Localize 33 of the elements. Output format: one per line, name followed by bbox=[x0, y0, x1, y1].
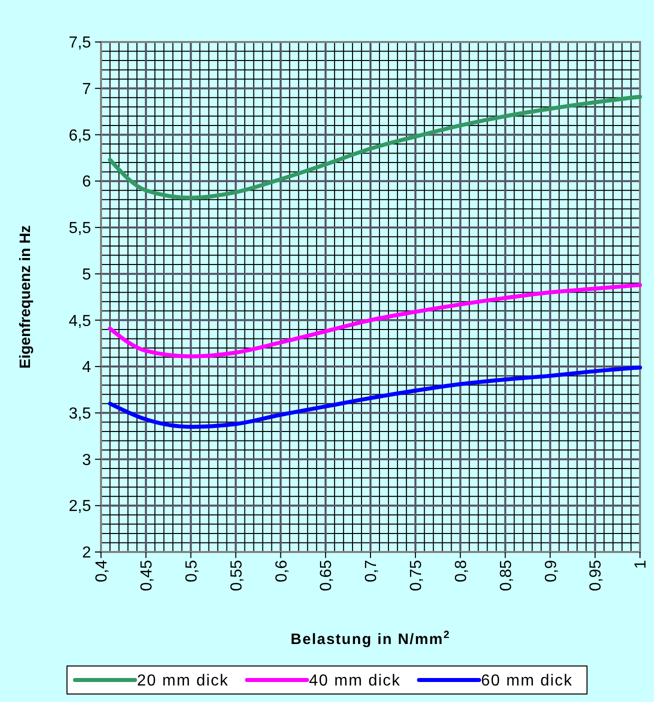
y-tick-label: 7 bbox=[82, 80, 92, 98]
x-tick-label: 0,85 bbox=[498, 560, 515, 592]
x-tick-label: 0,45 bbox=[138, 560, 156, 592]
y-tick-label: 6 bbox=[82, 174, 92, 191]
y-tick-label: 7,5 bbox=[68, 34, 92, 52]
x-tick-label: 1 bbox=[632, 560, 650, 569]
x-tick-label: 0,5 bbox=[183, 560, 200, 582]
y-tick-label: 5 bbox=[82, 266, 92, 284]
x-axis-title: Belastung in N/mm$^{2}$ bbox=[290, 629, 450, 648]
legend-label: 60 mm dick bbox=[481, 672, 573, 690]
y-tick-label: 4,5 bbox=[68, 312, 92, 330]
y-axis-title: Eigenfrequenz in Hz bbox=[17, 225, 34, 369]
x-tick-label: 0,95 bbox=[588, 560, 605, 592]
x-tick-label: 0,65 bbox=[318, 560, 336, 592]
x-tick-label: 0,9 bbox=[542, 560, 560, 582]
line-series bbox=[108, 94, 642, 200]
y-tick-label: 2 bbox=[82, 544, 92, 562]
y-tick-label: 3 bbox=[82, 452, 92, 469]
x-tick-label: 0,75 bbox=[408, 560, 426, 592]
x-tick-label: 0,55 bbox=[228, 560, 246, 592]
x-tick-label: 0,6 bbox=[273, 560, 290, 582]
line-series bbox=[108, 282, 642, 358]
y-tick-label: 4 bbox=[82, 359, 92, 376]
y-tick-label: 2,5 bbox=[68, 498, 92, 516]
legend-label: 40 mm dick bbox=[309, 672, 401, 690]
x-tick-label: 0,8 bbox=[452, 560, 470, 582]
x-tick-label: 0,4 bbox=[94, 560, 111, 582]
y-tick-label: 6,5 bbox=[68, 127, 92, 144]
line-series bbox=[108, 365, 642, 429]
y-tick-label: 3,5 bbox=[68, 406, 92, 423]
x-tick-label: 0,7 bbox=[363, 560, 380, 582]
y-tick-label: 5,5 bbox=[68, 220, 92, 238]
legend-label: 20 mm dick bbox=[137, 672, 229, 690]
